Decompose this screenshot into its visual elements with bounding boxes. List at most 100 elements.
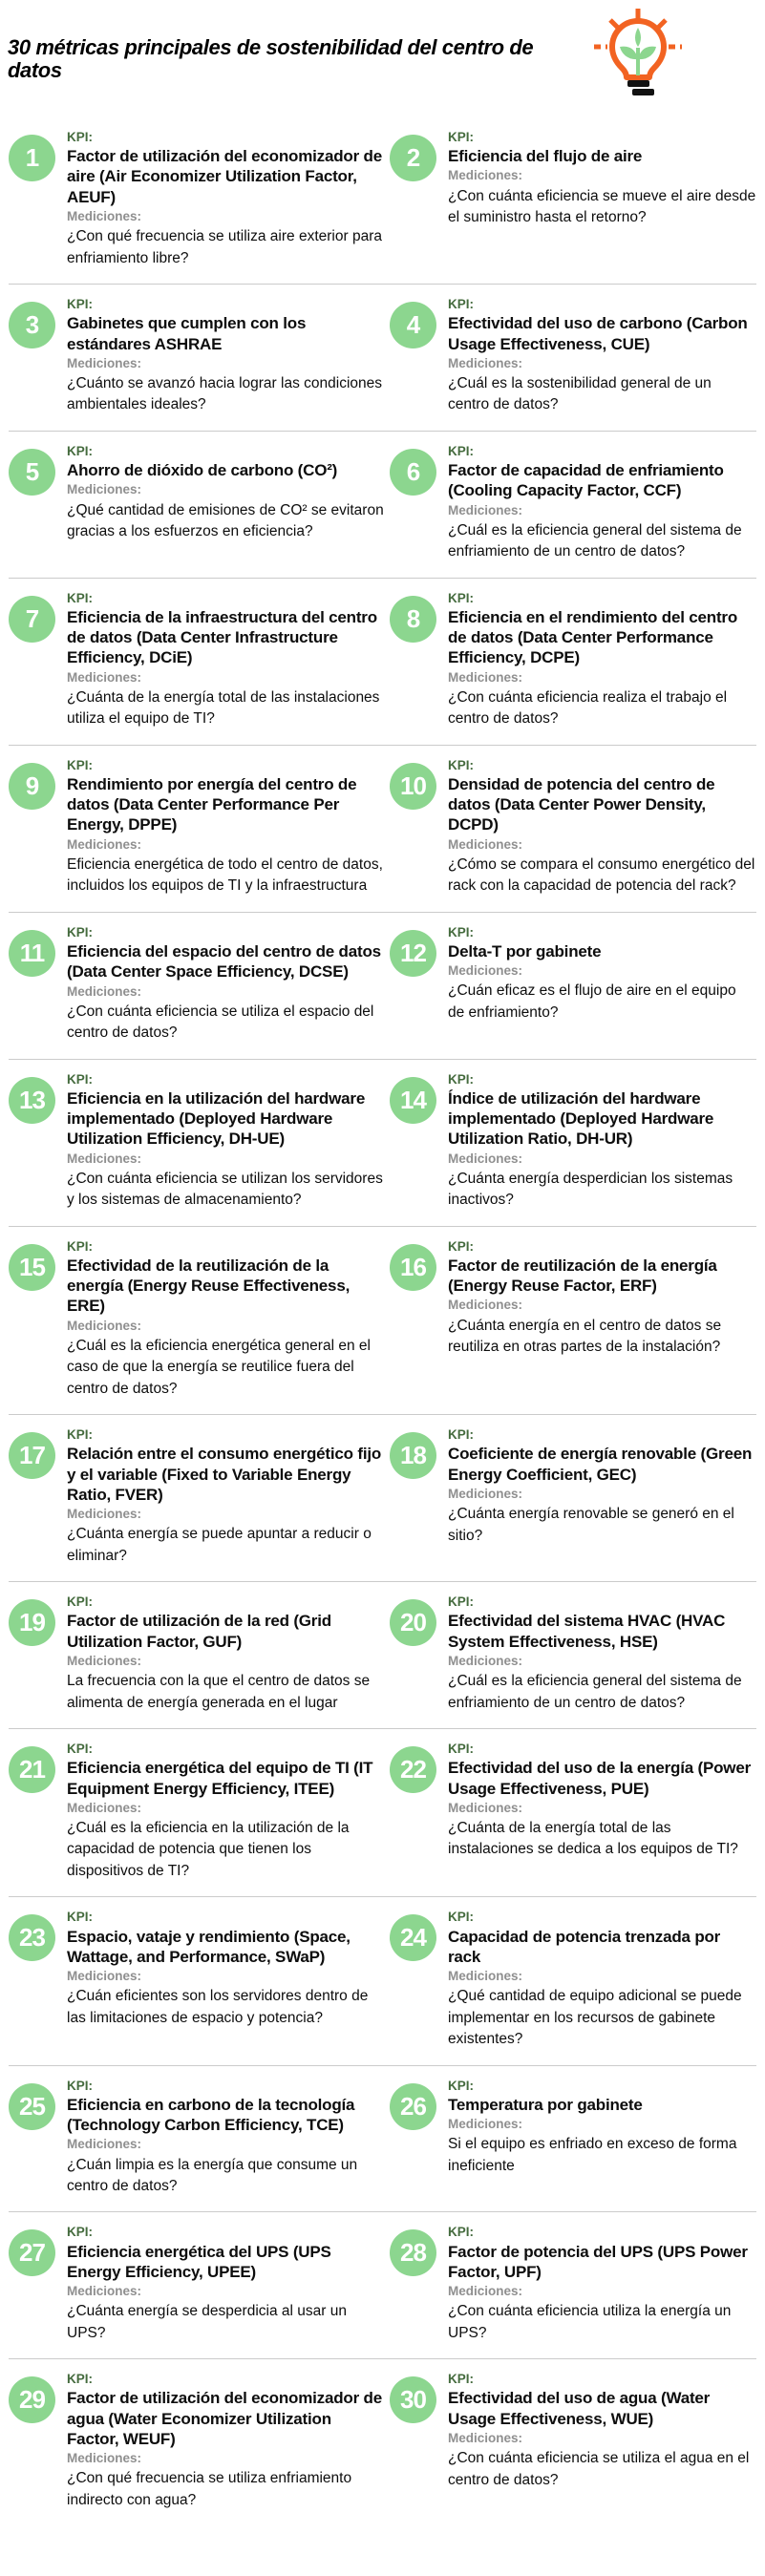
mediciones-label: Mediciones: (67, 1969, 142, 1984)
metric-text: KPI: Eficiencia del flujo de aire Medici… (448, 130, 756, 229)
metric-item: 22 KPI: Efectividad del uso de la energí… (390, 1742, 756, 1882)
metric-title: Factor de utilización del economizador d… (67, 2389, 382, 2448)
mediciones-label: Mediciones: (67, 208, 142, 223)
metric-text: KPI: Rendimiento por energía del centro … (67, 758, 384, 897)
metric-number: 22 (400, 1755, 427, 1784)
metrics-row: 13 KPI: Eficiencia en la utilización del… (9, 1060, 756, 1227)
metric-item: 2 KPI: Eficiencia del flujo de aire Medi… (390, 130, 756, 269)
metric-text: KPI: Eficiencia del espacio del centro d… (67, 925, 384, 1045)
kpi-label: KPI: (67, 924, 93, 940)
metric-number: 27 (19, 2238, 46, 2268)
mediciones-label: Mediciones: (67, 355, 142, 370)
metric-number-badge: 22 (390, 1746, 436, 1794)
metric-number-badge: 8 (390, 595, 436, 643)
mediciones-label: Mediciones: (67, 1507, 142, 1522)
metric-number: 10 (400, 771, 427, 800)
metric-item: 12 KPI: Delta-T por gabinete Mediciones:… (390, 925, 756, 1045)
metric-title: Factor de utilización de la red (Grid Ut… (67, 1612, 331, 1651)
metric-number: 23 (19, 1923, 46, 1953)
metric-number-badge: 24 (390, 1914, 436, 1962)
metric-number-badge: 26 (390, 2082, 436, 2130)
metric-title: Eficiencia en el rendimiento del centro … (448, 607, 738, 667)
metric-title: Eficiencia del espacio del centro de dat… (67, 942, 381, 982)
metric-title: Eficiencia en la utilización del hardwar… (67, 1088, 366, 1149)
mediciones-label: Mediciones: (67, 836, 142, 852)
metric-description: ¿Cuál es la eficiencia general del siste… (448, 521, 742, 560)
mediciones-label: Mediciones: (448, 1298, 523, 1313)
metric-item: 7 KPI: Eficiencia de la infraestructura … (9, 591, 390, 730)
metric-number: 16 (400, 1252, 427, 1281)
kpi-label: KPI: (67, 2078, 93, 2093)
metric-number: 8 (406, 603, 421, 633)
mediciones-label: Mediciones: (67, 1318, 142, 1333)
metric-title: Índice de utilización del hardware imple… (448, 1088, 714, 1149)
metric-title: Coeficiente de energía renovable (Green … (448, 1445, 753, 1484)
metric-number: 19 (19, 1608, 46, 1637)
metric-number-badge: 14 (390, 1076, 436, 1124)
metric-text: KPI: Eficiencia energética del equipo de… (67, 1742, 384, 1882)
metric-text: KPI: Densidad de potencia del centro de … (448, 758, 756, 897)
metric-text: KPI: Delta-T por gabinete Mediciones: ¿C… (448, 925, 756, 1024)
metric-item: 18 KPI: Coeficiente de energía renovable… (390, 1427, 756, 1567)
metric-number: 21 (19, 1755, 46, 1784)
metric-text: KPI: Eficiencia en la utilización del ha… (67, 1072, 384, 1212)
mediciones-label: Mediciones: (448, 2430, 523, 2445)
metric-description: ¿Con cuánta eficiencia se utiliza el agu… (448, 2450, 750, 2488)
metric-description: ¿Cuánta energía se puede apuntar a reduc… (67, 1526, 372, 1564)
metric-title: Factor de utilización del economizador d… (67, 147, 382, 206)
kpi-label: KPI: (67, 2225, 93, 2240)
metrics-row: 15 KPI: Efectividad de la reutilización … (9, 1227, 756, 1416)
metric-item: 20 KPI: Efectividad del sistema HVAC (HV… (390, 1594, 756, 1714)
metrics-row: 9 KPI: Rendimiento por energía del centr… (9, 746, 756, 913)
metric-item: 15 KPI: Efectividad de la reutilización … (9, 1239, 390, 1401)
kpi-label: KPI: (67, 443, 93, 458)
metric-title: Eficiencia energética del equipo de TI (… (67, 1759, 373, 1798)
metrics-row: 5 KPI: Ahorro de dióxido de carbono (CO²… (9, 432, 756, 579)
metric-item: 16 KPI: Factor de reutilización de la en… (390, 1239, 756, 1401)
metric-text: KPI: Relación entre el consumo energétic… (67, 1427, 384, 1567)
metric-number-badge: 19 (9, 1599, 55, 1647)
metric-number: 15 (19, 1252, 46, 1281)
metric-item: 8 KPI: Eficiencia en el rendimiento del … (390, 591, 756, 730)
metric-description: Si el equipo es enfriado en exceso de fo… (448, 2136, 737, 2174)
metric-number-badge: 29 (9, 2376, 55, 2424)
mediciones-label: Mediciones: (67, 1800, 142, 1815)
kpi-label: KPI: (67, 1427, 93, 1443)
kpi-label: KPI: (448, 1427, 474, 1443)
metric-number-badge: 12 (390, 929, 436, 977)
metric-description: ¿Cuál es la sostenibilidad general de un… (448, 374, 712, 413)
metric-number-badge: 13 (9, 1076, 55, 1124)
metrics-row: 17 KPI: Relación entre el consumo energé… (9, 1415, 756, 1583)
mediciones-label: Mediciones: (67, 2451, 142, 2466)
metric-description: ¿Con cuánta eficiencia realiza el trabaj… (448, 688, 728, 728)
metric-description: La frecuencia con la que el centro de da… (67, 1673, 371, 1711)
kpi-label: KPI: (67, 130, 93, 144)
metric-number: 5 (25, 456, 40, 486)
metric-number: 12 (400, 938, 427, 967)
metrics-row: 27 KPI: Eficiencia energética del UPS (U… (9, 2212, 756, 2360)
kpi-label: KPI: (448, 1910, 474, 1925)
metric-number-badge: 16 (390, 1243, 436, 1291)
metric-item: 24 KPI: Capacidad de potencia trenzada p… (390, 1910, 756, 2050)
mediciones-label: Mediciones: (448, 669, 523, 685)
metric-item: 14 KPI: Índice de utilización del hardwa… (390, 1072, 756, 1212)
metric-title: Densidad de potencia del centro de datos… (448, 774, 715, 834)
metric-text: KPI: Factor de utilización de la red (Gr… (67, 1594, 384, 1714)
mediciones-label: Mediciones: (67, 1151, 142, 1166)
metric-text: KPI: Temperatura por gabinete Mediciones… (448, 2079, 756, 2178)
metric-title: Eficiencia en carbono de la tecnología (… (67, 2095, 355, 2135)
metric-item: 30 KPI: Efectividad del uso de agua (Wat… (390, 2372, 756, 2511)
metric-description: ¿Cuál es la eficiencia energética genera… (67, 1337, 371, 1397)
metrics-row: 7 KPI: Eficiencia de la infraestructura … (9, 579, 756, 746)
metric-title: Temperatura por gabinete (448, 2095, 643, 2114)
kpi-label: KPI: (448, 1594, 474, 1610)
metric-number-badge: 18 (390, 1432, 436, 1480)
metric-number: 14 (400, 1085, 427, 1114)
metric-text: KPI: Efectividad del uso de la energía (… (448, 1742, 756, 1861)
metric-item: 27 KPI: Eficiencia energética del UPS (U… (9, 2225, 390, 2344)
kpi-label: KPI: (67, 1594, 93, 1610)
kpi-label: KPI: (448, 130, 474, 144)
kpi-label: KPI: (448, 2078, 474, 2093)
metric-text: KPI: Eficiencia en carbono de la tecnolo… (67, 2079, 384, 2198)
metric-number: 9 (25, 771, 40, 800)
